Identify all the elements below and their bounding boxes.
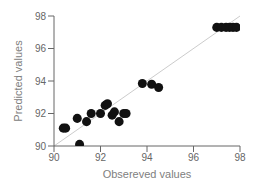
svg-text:94: 94 [35, 76, 47, 87]
svg-text:Obsereved values: Obsereved values [103, 168, 192, 180]
svg-text:Predicted values: Predicted values [12, 40, 24, 122]
svg-text:96: 96 [35, 43, 47, 54]
svg-text:94: 94 [141, 152, 153, 163]
svg-text:92: 92 [35, 108, 47, 119]
svg-text:90: 90 [48, 152, 60, 163]
svg-text:92: 92 [95, 152, 107, 163]
svg-text:98: 98 [35, 11, 47, 22]
svg-text:90: 90 [35, 141, 47, 152]
svg-text:96: 96 [188, 152, 200, 163]
svg-text:98: 98 [234, 152, 246, 163]
